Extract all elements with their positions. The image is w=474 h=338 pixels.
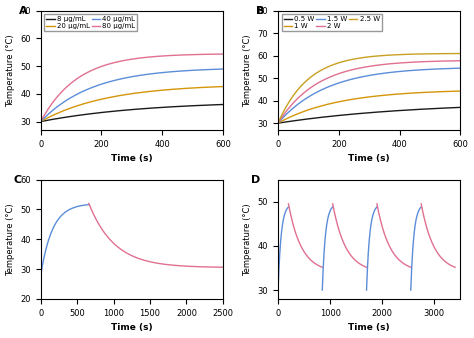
1 W	[412, 91, 418, 95]
40 μg/mL	[70, 94, 76, 98]
40 μg/mL	[38, 120, 44, 124]
1 W	[457, 89, 463, 93]
Y-axis label: Temperature (°C): Temperature (°C)	[243, 34, 252, 106]
0.5 W	[412, 107, 418, 112]
80 μg/mL	[120, 58, 126, 63]
0.5 W	[308, 117, 313, 121]
1.5 W	[275, 121, 281, 125]
20 μg/mL	[120, 93, 126, 97]
Line: 8 μg/mL: 8 μg/mL	[41, 104, 223, 122]
1 W	[397, 92, 402, 96]
Legend: 8 μg/mL, 20 μg/mL, 40 μg/mL, 80 μg/mL: 8 μg/mL, 20 μg/mL, 40 μg/mL, 80 μg/mL	[44, 14, 137, 31]
80 μg/mL	[220, 52, 226, 56]
1 W	[357, 96, 363, 100]
Line: 1 W: 1 W	[278, 91, 460, 123]
Y-axis label: Temperature (°C): Temperature (°C)	[6, 203, 15, 275]
Y-axis label: Temperature (°C): Temperature (°C)	[6, 34, 15, 106]
X-axis label: Time (s): Time (s)	[111, 323, 153, 332]
1.5 W	[383, 71, 388, 75]
2.5 W	[397, 53, 402, 57]
X-axis label: Time (s): Time (s)	[348, 323, 390, 332]
Legend: 0.5 W, 1 W, 1.5 W, 2 W, 2.5 W: 0.5 W, 1 W, 1.5 W, 2 W, 2.5 W	[282, 14, 382, 31]
2 W	[397, 61, 402, 65]
0.5 W	[397, 108, 402, 113]
1.5 W	[308, 94, 313, 98]
0.5 W	[322, 115, 328, 119]
80 μg/mL	[160, 54, 165, 58]
80 μg/mL	[38, 120, 44, 124]
1.5 W	[357, 75, 363, 79]
2.5 W	[357, 56, 363, 60]
2 W	[322, 77, 328, 81]
Line: 2 W: 2 W	[278, 61, 460, 123]
2 W	[412, 60, 418, 64]
Line: 20 μg/mL: 20 μg/mL	[41, 87, 223, 122]
40 μg/mL	[175, 69, 181, 73]
8 μg/mL	[85, 112, 91, 116]
Line: 0.5 W: 0.5 W	[278, 107, 460, 123]
Text: A: A	[19, 6, 27, 16]
Text: D: D	[251, 175, 260, 185]
8 μg/mL	[120, 108, 126, 112]
40 μg/mL	[120, 76, 126, 80]
20 μg/mL	[85, 101, 91, 105]
2 W	[357, 66, 363, 70]
80 μg/mL	[175, 53, 181, 57]
2.5 W	[412, 52, 418, 56]
Text: C: C	[13, 175, 21, 185]
80 μg/mL	[145, 55, 151, 59]
2.5 W	[383, 53, 388, 57]
Line: 80 μg/mL: 80 μg/mL	[41, 54, 223, 122]
0.5 W	[357, 112, 363, 116]
20 μg/mL	[220, 84, 226, 89]
0.5 W	[457, 105, 463, 110]
1.5 W	[322, 86, 328, 90]
Line: 2.5 W: 2.5 W	[278, 53, 460, 123]
1 W	[275, 121, 281, 125]
1 W	[383, 93, 388, 97]
20 μg/mL	[175, 87, 181, 91]
40 μg/mL	[160, 71, 165, 75]
1 W	[322, 103, 328, 107]
Text: B: B	[256, 6, 264, 16]
0.5 W	[383, 110, 388, 114]
2 W	[457, 59, 463, 63]
0.5 W	[275, 121, 281, 125]
2 W	[275, 121, 281, 125]
8 μg/mL	[220, 102, 226, 106]
20 μg/mL	[70, 105, 76, 109]
2 W	[383, 62, 388, 66]
80 μg/mL	[85, 70, 91, 74]
Line: 1.5 W: 1.5 W	[278, 68, 460, 123]
Y-axis label: Temperature (°C): Temperature (°C)	[243, 203, 252, 275]
40 μg/mL	[145, 72, 151, 76]
8 μg/mL	[175, 104, 181, 108]
Line: 40 μg/mL: 40 μg/mL	[41, 69, 223, 122]
X-axis label: Time (s): Time (s)	[348, 154, 390, 163]
X-axis label: Time (s): Time (s)	[111, 154, 153, 163]
2.5 W	[275, 121, 281, 125]
2.5 W	[308, 75, 313, 79]
20 μg/mL	[38, 120, 44, 124]
20 μg/mL	[145, 90, 151, 94]
1.5 W	[412, 68, 418, 72]
2 W	[308, 86, 313, 90]
2.5 W	[457, 51, 463, 55]
1 W	[308, 107, 313, 111]
40 μg/mL	[85, 87, 91, 91]
1.5 W	[457, 66, 463, 70]
8 μg/mL	[145, 106, 151, 111]
80 μg/mL	[70, 80, 76, 84]
8 μg/mL	[160, 105, 165, 110]
1.5 W	[397, 69, 402, 73]
8 μg/mL	[70, 114, 76, 118]
2.5 W	[322, 66, 328, 70]
20 μg/mL	[160, 88, 165, 92]
40 μg/mL	[220, 67, 226, 71]
8 μg/mL	[38, 120, 44, 124]
